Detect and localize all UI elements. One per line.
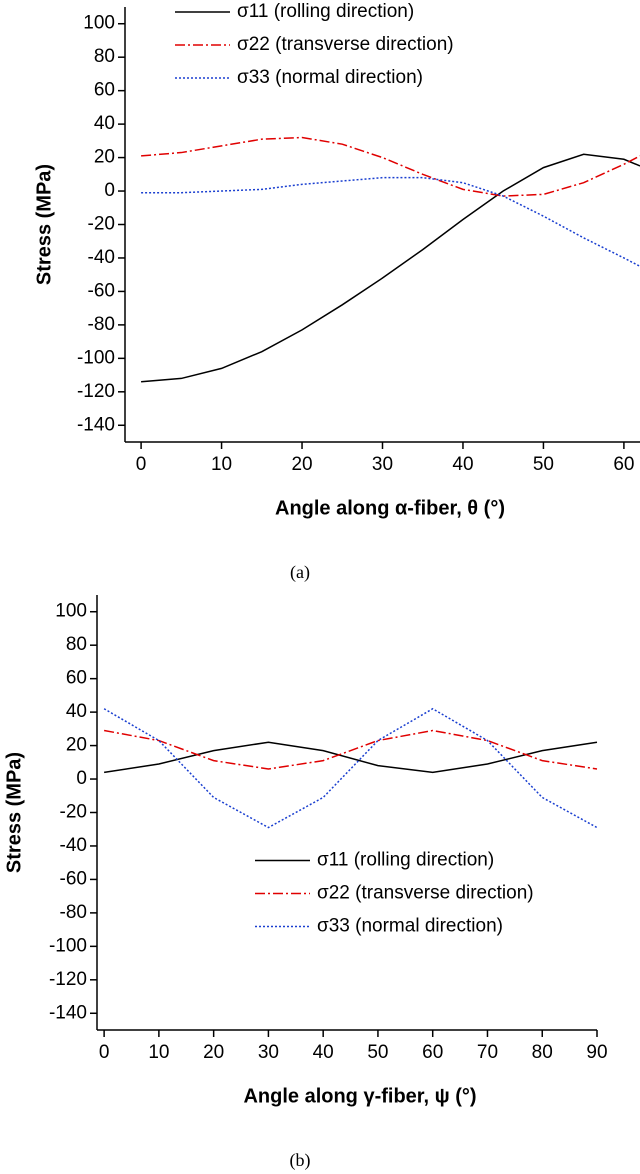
x-tick-label: 80 (532, 1042, 553, 1063)
x-tick-label: 60 (422, 1042, 443, 1063)
y-tick-label: -20 (88, 214, 115, 235)
y-tick-label: 0 (76, 768, 87, 789)
y-tick-label: -100 (77, 347, 115, 368)
y-tick-label: -120 (77, 381, 115, 402)
x-tick-label: 20 (291, 454, 312, 475)
x-tick-label: 0 (136, 454, 147, 475)
x-tick-label: 10 (148, 1042, 169, 1063)
series-line (103, 707, 598, 829)
y-tick-label: 60 (66, 668, 87, 689)
legend-label: σ33 (normal direction) (317, 916, 503, 937)
caption: (b) (290, 1150, 311, 1171)
x-tick-label: 10 (211, 454, 232, 475)
y-tick-label: -80 (60, 902, 87, 923)
y-tick-label: 20 (94, 147, 115, 168)
x-tick-label: 40 (313, 1042, 334, 1063)
x-axis-label: Angle along γ-fiber, ψ (°) (243, 1085, 476, 1107)
y-tick-label: 60 (94, 80, 115, 101)
y-tick-label: -100 (49, 935, 87, 956)
y-tick-label: -140 (49, 1002, 87, 1023)
y-axis-label: Stress (MPa) (3, 752, 25, 873)
y-tick-label: -60 (60, 868, 87, 889)
y-tick-label: 100 (55, 601, 87, 622)
y-tick-label: -20 (60, 802, 87, 823)
y-tick-label: 80 (66, 634, 87, 655)
series-line (104, 741, 598, 774)
y-tick-label: 80 (94, 46, 115, 67)
series-line (141, 176, 640, 267)
x-tick-label: 60 (613, 454, 634, 475)
x-tick-label: 0 (99, 1042, 110, 1063)
legend-label: σ22 (transverse direction) (317, 883, 534, 904)
legend-label: σ22 (transverse direction) (237, 34, 454, 55)
y-tick-label: 0 (104, 180, 115, 201)
x-tick-label: 70 (477, 1042, 498, 1063)
x-tick-label: 30 (258, 1042, 279, 1063)
y-tick-label: 100 (83, 13, 115, 34)
x-tick-label: 40 (452, 454, 473, 475)
legend-label: σ11 (rolling direction) (237, 1, 414, 22)
y-tick-label: 40 (66, 701, 87, 722)
series-line (103, 729, 598, 770)
y-tick-label: -40 (88, 247, 115, 268)
series-line (141, 136, 640, 197)
y-tick-label: -140 (77, 414, 115, 435)
caption: (a) (290, 562, 310, 583)
y-axis-label: Stress (MPa) (33, 164, 55, 285)
legend-label: σ11 (rolling direction) (317, 850, 494, 871)
legend-label: σ33 (normal direction) (237, 67, 423, 88)
x-tick-label: 50 (533, 454, 554, 475)
y-tick-label: 40 (94, 113, 115, 134)
y-tick-label: 20 (66, 735, 87, 756)
x-tick-label: 30 (372, 454, 393, 475)
y-tick-label: -80 (88, 314, 115, 335)
x-tick-label: 90 (586, 1042, 607, 1063)
x-tick-label: 20 (203, 1042, 224, 1063)
x-axis-label: Angle along α-fiber, θ (°) (275, 497, 505, 519)
y-tick-label: -60 (88, 280, 115, 301)
series-line (141, 153, 640, 383)
x-tick-label: 50 (367, 1042, 388, 1063)
y-tick-label: -40 (60, 835, 87, 856)
y-tick-label: -120 (49, 969, 87, 990)
